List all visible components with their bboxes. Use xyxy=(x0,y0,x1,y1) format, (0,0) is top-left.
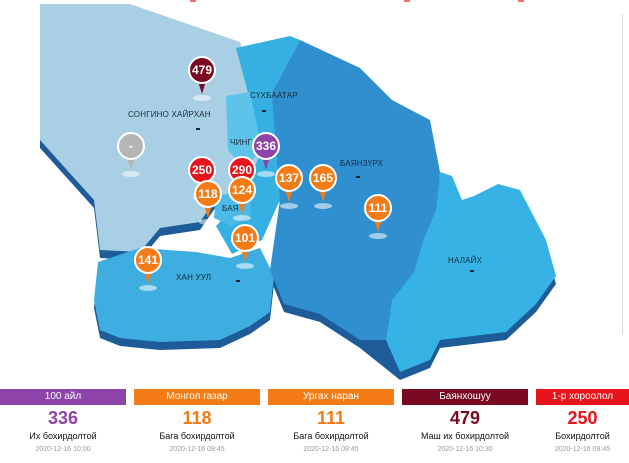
card-station-name: 100 айл xyxy=(0,389,126,405)
label-sukhbaatar: СҮХБААТАР xyxy=(250,91,298,100)
aqi-marker[interactable]: 141 xyxy=(134,246,162,291)
scrollbar[interactable] xyxy=(622,14,629,334)
card-timestamp: 2020-12-16 09:45 xyxy=(169,446,225,453)
station-card[interactable]: Ургах наран 111 Бага бохирдолтой 2020-12… xyxy=(268,389,394,463)
card-station-name: Баянхошуу xyxy=(402,389,528,405)
card-timestamp: 2020-12-16 09:45 xyxy=(303,446,359,453)
aqi-marker[interactable]: - xyxy=(117,132,145,177)
aqi-marker[interactable]: 111 xyxy=(364,194,392,239)
aqi-marker-value: 336 xyxy=(256,139,276,153)
card-aqi-value: 479 xyxy=(449,408,481,428)
station-card[interactable]: 100 айл 336 Их бохирдолтой 2020-12-16 10… xyxy=(0,389,126,463)
district-map[interactable]: СОНГИНО ХАЙРХАН СҮХБААТАР ЧИНГ БАЯНЗҮРХ … xyxy=(0,0,629,388)
card-station-name: Монгол газар xyxy=(134,389,260,405)
aqi-marker-value: 165 xyxy=(313,171,333,185)
aqi-marker-value: 250 xyxy=(192,163,212,177)
card-level: Их бохирдолтой xyxy=(29,431,97,441)
aqi-marker-value: 137 xyxy=(279,171,299,185)
top-tab-indicators xyxy=(0,0,629,4)
district-central[interactable] xyxy=(216,36,300,254)
card-station-name: 1-р хороолол xyxy=(536,389,629,405)
card-aqi-value: 118 xyxy=(182,408,212,428)
aqi-markers[interactable]: 479 336 - 250 290 118 124 137 165 111 101 141 xyxy=(117,56,392,291)
card-level: Бохирдолтой xyxy=(555,431,610,441)
station-card[interactable]: Баянхошуу 479 Маш их бохирдолтой 2020-12… xyxy=(402,389,528,463)
station-dots xyxy=(196,110,474,282)
card-aqi-value: 250 xyxy=(567,408,598,428)
station-card[interactable]: 1-р хороолол 250 Бохирдолтой 2020-12-16 … xyxy=(536,389,629,463)
card-level: Бага бохирдолтой xyxy=(293,431,369,441)
card-level: Маш их бохирдолтой xyxy=(420,431,510,441)
aqi-marker[interactable]: 137 xyxy=(275,164,303,209)
label-nalaikh: НАЛАЙХ xyxy=(448,256,483,265)
label-bayangol: БАЯ xyxy=(222,204,239,213)
aqi-marker-value: 479 xyxy=(192,63,212,77)
district-khanuul[interactable] xyxy=(94,248,274,342)
station-cards: 100 айл 336 Их бохирдолтой 2020-12-16 10… xyxy=(0,389,629,463)
label-chingeltei: ЧИНГ xyxy=(230,138,252,147)
card-aqi-value: 111 xyxy=(316,408,346,428)
card-station-name: Ургах наран xyxy=(268,389,394,405)
label-bayanzurkh: БАЯНЗҮРХ xyxy=(340,159,384,168)
card-aqi-value: 336 xyxy=(47,408,79,428)
card-timestamp: 2020-12-16 10:30 xyxy=(437,446,493,453)
aqi-marker-value: 290 xyxy=(232,163,252,177)
aqi-marker-value: 111 xyxy=(369,201,388,215)
aqi-marker[interactable]: 124 xyxy=(228,176,256,221)
label-khanuul: ХАН УУЛ xyxy=(176,273,211,282)
district-bayanzurkh[interactable] xyxy=(270,40,440,340)
card-timestamp: 2020-12-16 09:45 xyxy=(554,446,611,453)
aqi-marker-value: 101 xyxy=(235,231,255,245)
aqi-marker-value: 124 xyxy=(232,183,252,197)
card-timestamp: 2020-12-16 10:00 xyxy=(35,446,91,453)
aqi-marker[interactable]: 101 xyxy=(231,224,259,269)
aqi-marker-value: 141 xyxy=(138,253,158,267)
aqi-marker-value: - xyxy=(129,139,133,153)
card-level: Бага бохирдолтой xyxy=(159,431,235,441)
aqi-marker-value: 118 xyxy=(198,187,218,201)
aqi-marker[interactable]: 336 xyxy=(252,132,280,177)
aqi-marker[interactable]: 165 xyxy=(309,164,337,209)
station-card[interactable]: Монгол газар 118 Бага бохирдолтой 2020-1… xyxy=(134,389,260,463)
aqi-marker[interactable]: 479 xyxy=(188,56,216,101)
label-songinokhairkhan: СОНГИНО ХАЙРХАН xyxy=(128,110,211,119)
aqi-marker[interactable]: 118 xyxy=(194,180,222,225)
